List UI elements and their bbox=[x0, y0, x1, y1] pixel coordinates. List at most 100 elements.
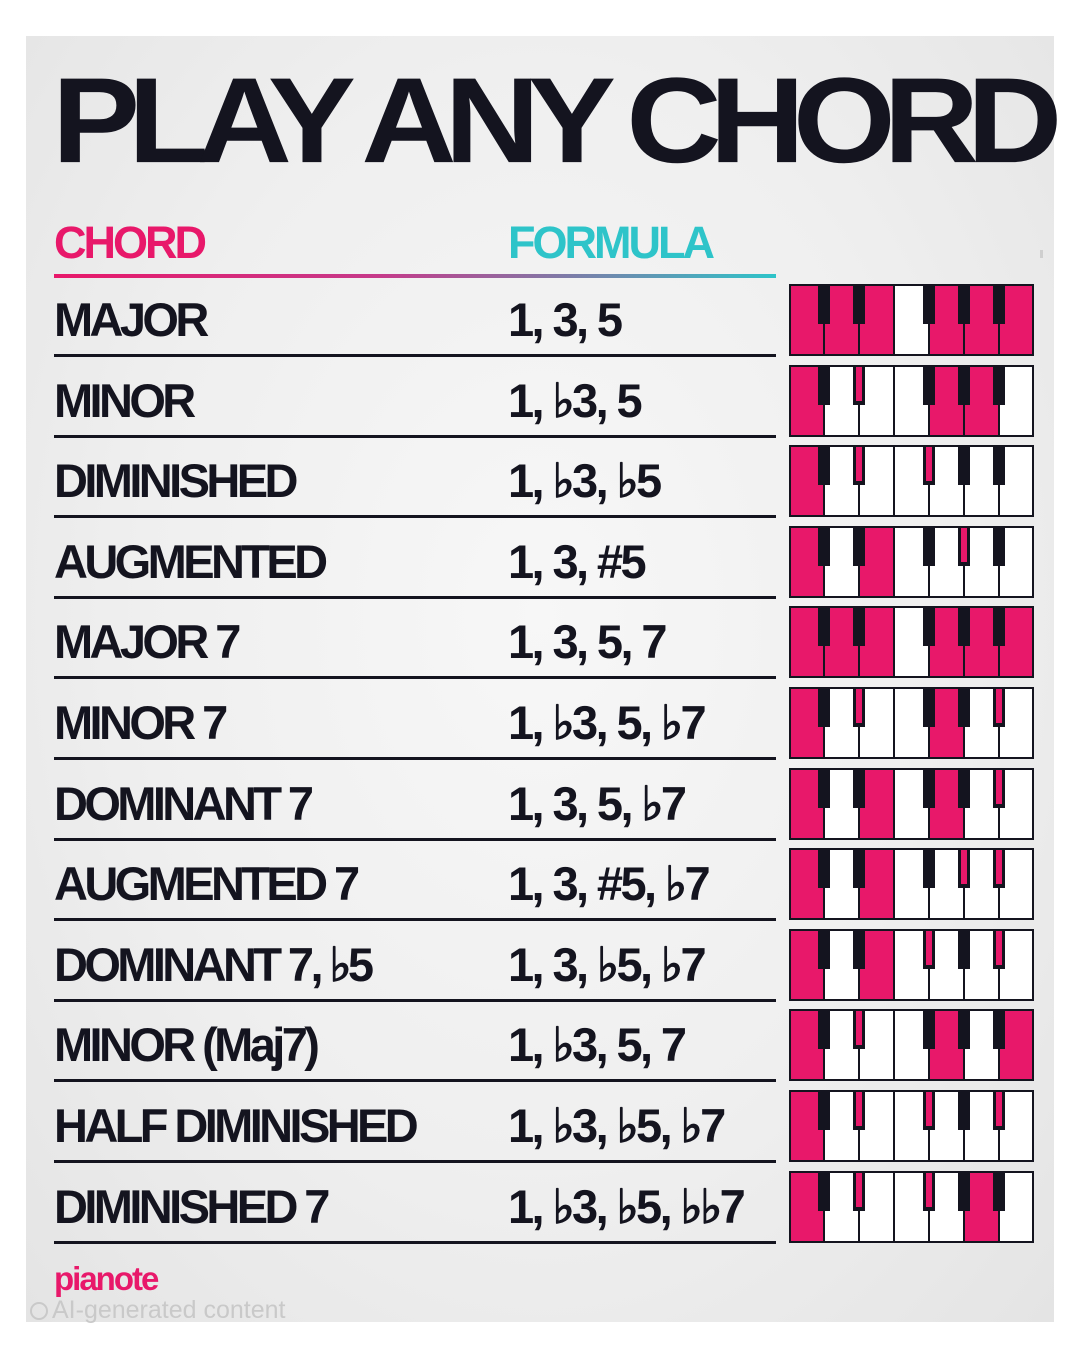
black-key bbox=[818, 1090, 830, 1130]
chord-formula: 1, 3, #5, ♭7 bbox=[508, 857, 711, 911]
row-divider bbox=[54, 998, 776, 1002]
keyboard-border bbox=[789, 928, 1034, 1001]
chord-row: DOMINANT 7, ♭5 1, 3, ♭5, ♭7 bbox=[0, 927, 1080, 1007]
black-key bbox=[923, 284, 935, 324]
chord-row: AUGMENTED 1, 3, #5 bbox=[0, 524, 1080, 604]
row-divider bbox=[54, 837, 776, 841]
chord-row: DIMINISHED 7 1, ♭3, ♭5, ♭♭7 bbox=[0, 1169, 1080, 1249]
black-key bbox=[818, 928, 830, 969]
black-key-highlight bbox=[856, 1011, 862, 1046]
black-key bbox=[958, 445, 970, 486]
chord-name: MINOR (Maj7) bbox=[54, 1018, 320, 1072]
black-key bbox=[993, 1009, 1005, 1050]
keyboard-border bbox=[789, 606, 1034, 679]
chord-name: MAJOR bbox=[54, 293, 209, 346]
piano-keyboard-diagram bbox=[789, 1170, 1034, 1243]
black-key bbox=[853, 767, 865, 808]
row-divider bbox=[54, 918, 776, 922]
header-tick-mark bbox=[1040, 250, 1043, 258]
piano-keyboard-diagram bbox=[789, 687, 1034, 759]
black-key bbox=[993, 284, 1005, 324]
chord-row: MINOR 1, ♭3, 5 bbox=[0, 363, 1080, 443]
black-key-highlight bbox=[996, 769, 1002, 804]
keyboard-border bbox=[789, 364, 1034, 437]
black-key-highlight bbox=[856, 1172, 862, 1207]
piano-keyboard-diagram bbox=[789, 525, 1034, 598]
chord-row: HALF DIMINISHED 1, ♭3, ♭5, ♭7 bbox=[0, 1088, 1080, 1168]
chord-formula: 1, ♭3, ♭5, ♭♭7 bbox=[508, 1179, 746, 1233]
brand-logo: pianote bbox=[54, 1260, 159, 1297]
chord-column-header: CHORD bbox=[54, 217, 207, 268]
black-key bbox=[853, 848, 865, 889]
chord-name: AUGMENTED bbox=[54, 534, 328, 588]
keyboard-border bbox=[789, 525, 1034, 598]
chord-name: DOMINANT 7 bbox=[54, 776, 314, 830]
black-key bbox=[923, 767, 935, 808]
piano-keyboard-diagram bbox=[789, 848, 1034, 921]
chord-row: MAJOR 1, 3, 5 bbox=[0, 282, 1080, 362]
black-key bbox=[923, 525, 935, 566]
black-key-highlight bbox=[996, 1092, 1002, 1126]
watermark-icon bbox=[30, 1302, 48, 1320]
black-key bbox=[853, 284, 865, 324]
chord-row: DOMINANT 7 1, 3, 5, ♭7 bbox=[0, 766, 1080, 846]
black-key bbox=[818, 364, 830, 405]
keyboard-border bbox=[789, 1009, 1034, 1082]
chord-row: MAJOR 7 1, 3, 5, 7 bbox=[0, 604, 1080, 684]
keyboard-border bbox=[789, 284, 1034, 356]
black-key-highlight bbox=[856, 366, 862, 401]
chord-name: AUGMENTED 7 bbox=[54, 857, 360, 911]
chord-row: AUGMENTED 7 1, 3, #5, ♭7 bbox=[0, 846, 1080, 926]
chord-name: DOMINANT 7, ♭5 bbox=[54, 937, 374, 991]
row-divider bbox=[54, 1079, 776, 1083]
row-divider bbox=[54, 676, 776, 680]
keyboard-border bbox=[789, 445, 1034, 518]
chord-formula: 1, ♭3, 5, 7 bbox=[508, 1018, 687, 1072]
black-key-highlight bbox=[856, 447, 862, 482]
black-key bbox=[958, 1009, 970, 1050]
black-key bbox=[818, 284, 830, 324]
black-key bbox=[818, 687, 830, 727]
chord-row: MINOR 7 1, ♭3, 5, ♭7 bbox=[0, 685, 1080, 765]
black-key-highlight bbox=[856, 689, 862, 723]
piano-keyboard-diagram bbox=[789, 928, 1034, 1001]
black-key-highlight bbox=[961, 527, 967, 562]
black-key bbox=[958, 364, 970, 405]
chord-name: MINOR 7 bbox=[54, 696, 228, 749]
piano-keyboard-diagram bbox=[789, 445, 1034, 518]
chord-name: DIMINISHED bbox=[54, 454, 298, 508]
black-key bbox=[958, 1090, 970, 1130]
black-key bbox=[818, 1170, 830, 1211]
chord-formula: 1, 3, 5 bbox=[508, 293, 623, 346]
row-divider bbox=[54, 515, 776, 519]
black-key-highlight bbox=[961, 850, 967, 885]
keyboard-border bbox=[789, 1170, 1034, 1243]
black-key bbox=[993, 606, 1005, 647]
black-key bbox=[923, 848, 935, 889]
row-divider bbox=[54, 354, 776, 357]
black-key bbox=[818, 767, 830, 808]
chord-formula: 1, ♭3, ♭5, ♭7 bbox=[508, 1099, 726, 1152]
chord-formula: 1, 3, #5 bbox=[508, 534, 647, 588]
black-key bbox=[818, 606, 830, 647]
black-key bbox=[993, 364, 1005, 405]
row-divider bbox=[54, 1240, 776, 1244]
chord-row: MINOR (Maj7) 1, ♭3, 5, 7 bbox=[0, 1007, 1080, 1087]
ai-watermark: AI-generated content bbox=[30, 1298, 286, 1323]
black-key bbox=[923, 364, 935, 405]
piano-keyboard-diagram bbox=[789, 1009, 1034, 1082]
black-key bbox=[993, 1170, 1005, 1211]
black-key bbox=[923, 687, 935, 727]
chord-formula: 1, 3, 5, 7 bbox=[508, 615, 668, 669]
formula-column-header: FORMULA bbox=[508, 217, 715, 268]
black-key bbox=[923, 606, 935, 647]
piano-keyboard-diagram bbox=[789, 364, 1034, 437]
chord-formula: 1, ♭3, ♭5 bbox=[508, 454, 662, 508]
chord-name: MINOR bbox=[54, 373, 196, 427]
page-title: PLAY ANY CHORD bbox=[52, 52, 1062, 188]
black-key bbox=[853, 606, 865, 647]
black-key bbox=[818, 525, 830, 566]
black-key bbox=[958, 606, 970, 647]
black-key bbox=[853, 928, 865, 969]
chord-formula: 1, 3, ♭5, ♭7 bbox=[508, 937, 707, 991]
